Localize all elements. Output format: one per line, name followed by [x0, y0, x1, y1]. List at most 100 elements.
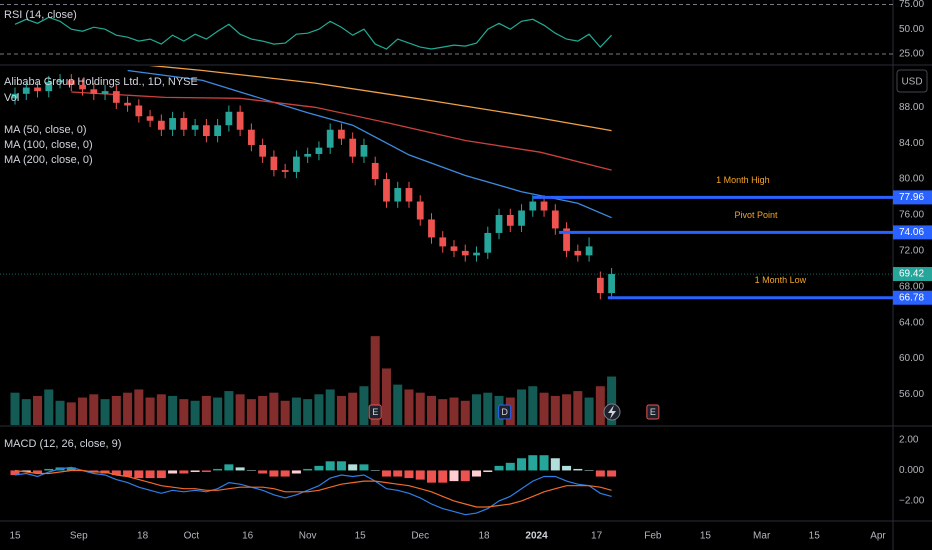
volume-bar	[483, 392, 493, 425]
y-tick-label: 88.00	[899, 102, 924, 113]
candle-body	[518, 210, 525, 226]
rsi-line	[14, 16, 613, 50]
candle-body	[383, 179, 390, 202]
candle-body	[270, 156, 278, 171]
candle-body	[315, 147, 323, 154]
macd-panel	[10, 455, 617, 516]
volume-bar	[213, 397, 223, 425]
candle-body	[135, 105, 143, 117]
level-price-box	[893, 225, 932, 240]
level-name: 1 Month Low	[755, 275, 807, 285]
volume-bar	[78, 397, 88, 425]
volume-bar	[314, 394, 324, 425]
macd-histogram-bar	[550, 458, 560, 471]
candle-body	[439, 237, 447, 247]
volume-bar	[370, 336, 380, 425]
candle-body	[112, 91, 120, 103]
volume-bar	[258, 395, 268, 425]
y-tick-label: 56.00	[899, 389, 924, 400]
level-price-label: 66.78	[899, 292, 924, 303]
macd-histogram-bar	[201, 470, 211, 472]
candle-body	[248, 129, 255, 145]
volume-bar	[573, 391, 583, 425]
level-price-label: 74.06	[899, 227, 924, 238]
macd-histogram-bar	[291, 470, 301, 474]
y-tick-label: 75.00	[899, 0, 924, 10]
candle-body	[585, 246, 593, 256]
volume-bar	[134, 389, 144, 425]
y-tick-label: 0.000	[899, 465, 924, 476]
volume-bar	[584, 397, 594, 425]
x-tick-label: 15	[355, 531, 367, 542]
macd-histogram-bar	[111, 470, 121, 476]
rsi-panel	[0, 3, 893, 55]
candle-body	[596, 277, 604, 294]
macd-histogram-bar	[539, 455, 549, 471]
x-tick-label: 17	[591, 531, 603, 542]
volume-bar	[280, 400, 290, 425]
candle-body	[146, 116, 154, 121]
candle-body	[236, 111, 244, 130]
macd-histogram-bar	[460, 470, 470, 482]
y-tick-label: 76.00	[899, 210, 924, 221]
event-marker	[368, 404, 382, 420]
currency-button[interactable]	[896, 69, 928, 93]
volume-bar	[145, 397, 155, 425]
volume-bar	[404, 389, 414, 425]
macd-histogram-bar	[325, 461, 335, 471]
volume-bar	[415, 392, 425, 425]
event-marker	[498, 404, 512, 420]
volume-bar	[44, 389, 54, 425]
x-tick-label: 2024	[525, 531, 548, 542]
macd-histogram-bar	[336, 461, 346, 471]
y-tick-label: 60.00	[899, 353, 924, 364]
macd-histogram-bar	[246, 470, 256, 471]
macd-histogram-bar	[517, 458, 527, 471]
macd-histogram-bar	[224, 464, 234, 471]
candle-body	[484, 232, 492, 253]
legend-entry: MA (100, close, 0)	[4, 139, 93, 151]
flash-icon[interactable]	[603, 403, 621, 421]
volume-bar	[426, 395, 436, 425]
y-tick-label: 72.00	[899, 246, 924, 257]
volume-bar	[89, 394, 99, 425]
candle-body	[574, 250, 582, 256]
x-tick-label: 15	[9, 531, 21, 542]
event-label: E	[372, 407, 378, 417]
volume-bar	[348, 392, 358, 425]
macd-histogram-bar	[235, 467, 245, 471]
candle-body	[124, 102, 131, 106]
panel-title: RSI (14, close)	[4, 9, 77, 21]
y-tick-label: 2.00	[899, 435, 919, 446]
volume-bar	[156, 394, 166, 425]
x-tick-label: Nov	[299, 531, 317, 542]
candle-body	[416, 201, 424, 220]
candle-body	[180, 118, 188, 130]
candle-body	[214, 125, 221, 137]
macd-histogram-bar	[168, 470, 178, 474]
candle-body	[563, 228, 570, 251]
macd-histogram-bar	[426, 470, 436, 483]
candle-body	[157, 120, 165, 130]
x-tick-label: Sep	[70, 531, 88, 542]
y-tick-label: 80.00	[899, 174, 924, 185]
candle-body	[225, 111, 233, 126]
macd-histogram-bar	[280, 470, 290, 477]
candle-body	[101, 91, 109, 94]
macd-histogram-bar	[483, 470, 493, 472]
candle-body	[90, 89, 98, 94]
y-tick-label: −2.00	[899, 496, 925, 507]
macd-histogram-bar	[21, 470, 31, 472]
event-label: E	[650, 407, 656, 417]
macd-histogram-bar	[393, 470, 403, 477]
x-tick-label: Oct	[184, 531, 200, 542]
candle-body	[450, 246, 458, 251]
macd-histogram-bar	[156, 470, 166, 479]
x-tick-label: 18	[137, 531, 149, 542]
y-tick-label: 64.00	[899, 317, 924, 328]
candle-body	[338, 129, 345, 139]
candle-body	[45, 82, 53, 92]
macd-histogram-bar	[573, 468, 583, 471]
